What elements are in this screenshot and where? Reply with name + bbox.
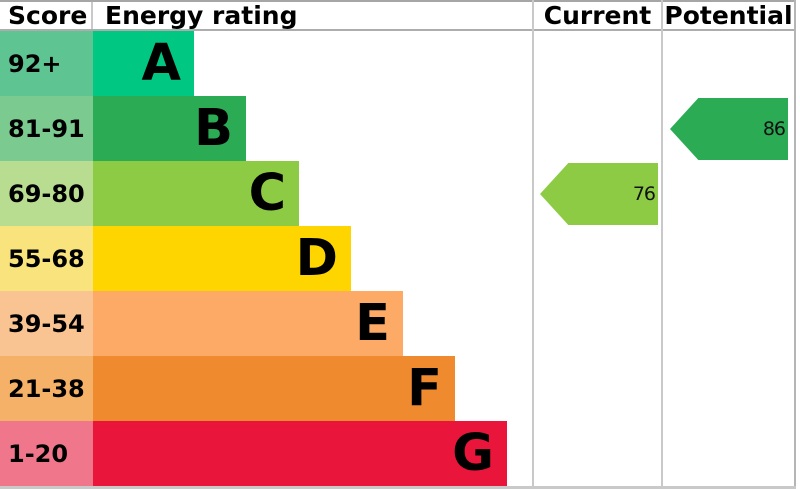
band-row-a: 92+ A	[0, 31, 533, 96]
score-cell: 21-38	[0, 356, 93, 421]
current-rating-value: 76	[632, 183, 656, 205]
current-column-divider	[532, 0, 534, 489]
band-bar: A	[93, 31, 194, 96]
band-rows: 92+ A 81-91 B 69-80 C 55-68 D 39-54 E 21…	[0, 31, 533, 486]
score-cell: 69-80	[0, 161, 93, 226]
band-row-f: 21-38 F	[0, 356, 533, 421]
band-row-c: 69-80 C	[0, 161, 533, 226]
band-letter: F	[407, 359, 442, 418]
score-column-divider	[91, 2, 93, 29]
band-letter: E	[355, 294, 390, 353]
right-border	[794, 0, 796, 489]
score-cell: 92+	[0, 31, 93, 96]
header-score-label: Score	[8, 1, 88, 30]
score-cell: 39-54	[0, 291, 93, 356]
band-letter: A	[141, 34, 181, 93]
band-bar: E	[93, 291, 403, 356]
top-border	[0, 0, 796, 2]
band-letter: C	[248, 164, 286, 223]
band-row-e: 39-54 E	[0, 291, 533, 356]
band-bar: B	[93, 96, 246, 161]
score-cell: 1-20	[0, 421, 93, 486]
band-letter: D	[295, 229, 338, 288]
band-bar: G	[93, 421, 507, 486]
header-potential-label: Potential	[664, 1, 793, 30]
band-letter: G	[452, 424, 494, 483]
potential-column-divider	[661, 0, 663, 489]
score-cell: 81-91	[0, 96, 93, 161]
score-cell: 55-68	[0, 226, 93, 291]
band-bar: D	[93, 226, 351, 291]
potential-rating-value: 86	[762, 118, 786, 140]
header-energy-rating-label: Energy rating	[105, 1, 298, 30]
band-row-b: 81-91 B	[0, 96, 533, 161]
current-rating-arrow: 76	[540, 163, 658, 225]
band-bar: F	[93, 356, 455, 421]
band-row-g: 1-20 G	[0, 421, 533, 486]
band-bar: C	[93, 161, 299, 226]
band-row-d: 55-68 D	[0, 226, 533, 291]
potential-rating-arrow: 86	[670, 98, 788, 160]
header-underline	[0, 29, 796, 31]
bottom-border	[0, 486, 796, 489]
header-current-label: Current	[543, 1, 652, 30]
band-letter: B	[194, 99, 233, 158]
